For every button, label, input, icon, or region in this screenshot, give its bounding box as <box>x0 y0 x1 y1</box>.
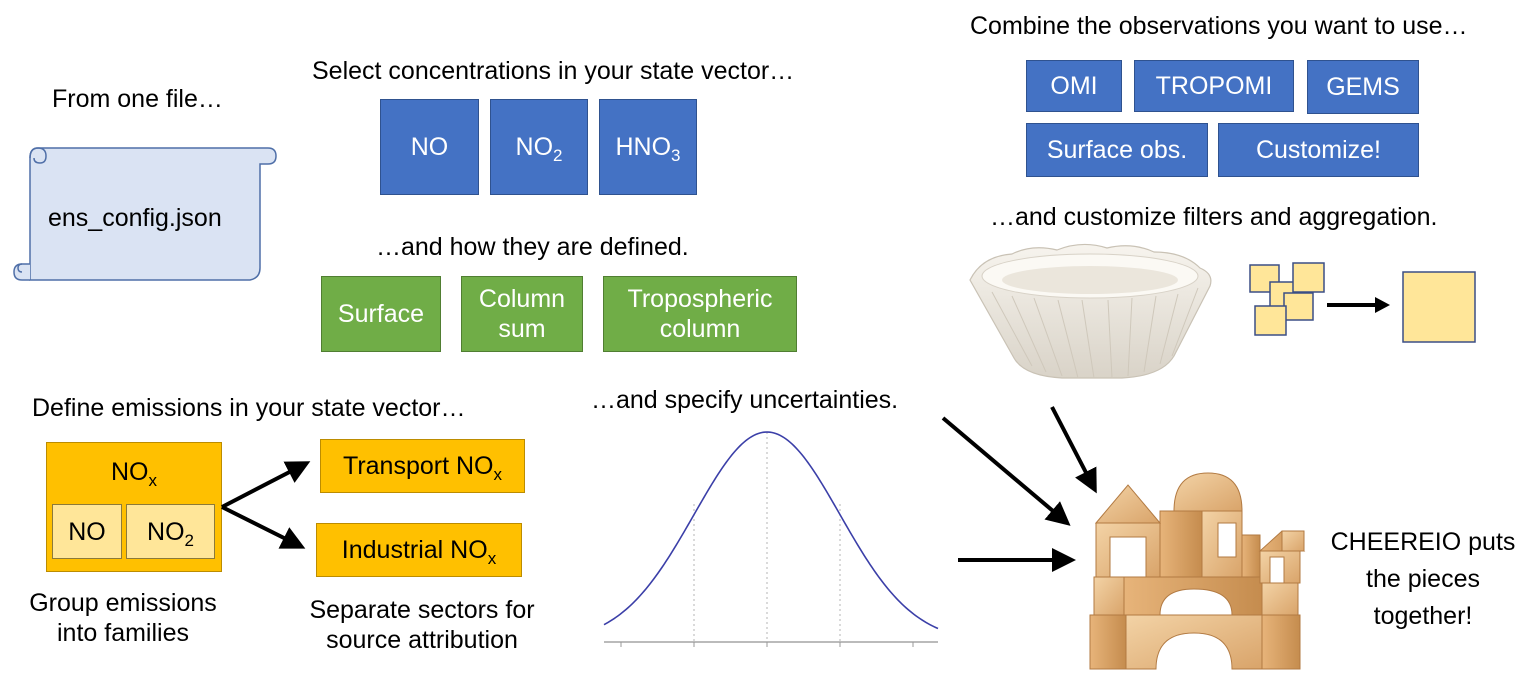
obs-label: Surface obs. <box>1046 136 1188 164</box>
obs-label: TROPOMI <box>1155 72 1273 100</box>
bell-curve-icon <box>603 431 939 647</box>
arrow-icon <box>941 416 1071 526</box>
sector-label: Transport NOx <box>342 452 502 484</box>
obs-box-omi: OMI <box>1026 60 1122 112</box>
species-box-no: NO <box>380 99 479 195</box>
obs-box-tropomi: TROPOMI <box>1134 60 1294 112</box>
config-filename: ens_config.json <box>48 204 222 232</box>
config-heading: From one file… <box>52 85 223 113</box>
sector-box-transport: Transport NOx <box>320 439 525 493</box>
filter-heading: …and customize filters and aggregation. <box>990 203 1438 231</box>
family-label: NOx <box>111 458 157 490</box>
obs-box-surface: Surface obs. <box>1026 123 1208 177</box>
arrow-icon <box>221 461 311 509</box>
species-label: NO2 <box>515 133 563 165</box>
wooden-blocks-icon <box>1089 472 1306 670</box>
obs-label: Customize! <box>1255 136 1382 164</box>
species-box-no2: NO2 <box>490 99 588 195</box>
definition-label-line2: column <box>659 315 741 343</box>
definition-box-column-sum: Column sum <box>461 276 583 352</box>
conclusion-text: CHEEREIO puts the pieces together! <box>1330 528 1516 630</box>
member-label: NO <box>68 517 106 546</box>
scroll-icon <box>13 147 277 281</box>
uncertainty-heading: …and specify uncertainties. <box>591 386 899 414</box>
aggregation-icon <box>1249 262 1476 343</box>
definition-label-line1: Tropospheric <box>627 285 773 313</box>
sector-label: Industrial NOx <box>341 536 497 568</box>
definition-heading: …and how they are defined. <box>376 233 689 261</box>
species-box-hno3: HNO3 <box>599 99 697 195</box>
obs-label: GEMS <box>1326 73 1400 101</box>
emissions-heading: Define emissions in your state vector… <box>32 394 466 422</box>
definition-box-surface: Surface <box>321 276 441 352</box>
sector-caption: Separate sectors for source attribution <box>309 596 535 654</box>
member-box-no2: NO2 <box>126 504 215 559</box>
obs-label: OMI <box>1050 72 1098 100</box>
obs-box-customize: Customize! <box>1218 123 1419 177</box>
coffee-filter-icon <box>969 243 1212 379</box>
observations-heading: Combine the observations you want to use… <box>970 12 1468 40</box>
species-label: NO <box>410 133 449 161</box>
member-label: NO2 <box>147 517 194 550</box>
definition-label-line2: sum <box>498 315 546 343</box>
species-label: HNO3 <box>615 133 681 165</box>
bell-curve-line <box>603 431 939 630</box>
definition-label-line1: Column <box>478 285 566 313</box>
family-caption: Group emissions into families <box>29 589 217 647</box>
obs-box-gems: GEMS <box>1307 60 1419 114</box>
sector-box-industrial: Industrial NOx <box>316 523 522 577</box>
arrow-icon <box>221 505 306 549</box>
member-box-no: NO <box>52 504 122 559</box>
definition-box-tropospheric-column: Tropospheric column <box>603 276 797 352</box>
concentrations-heading: Select concentrations in your state vect… <box>312 57 795 85</box>
definition-label: Surface <box>337 300 425 328</box>
